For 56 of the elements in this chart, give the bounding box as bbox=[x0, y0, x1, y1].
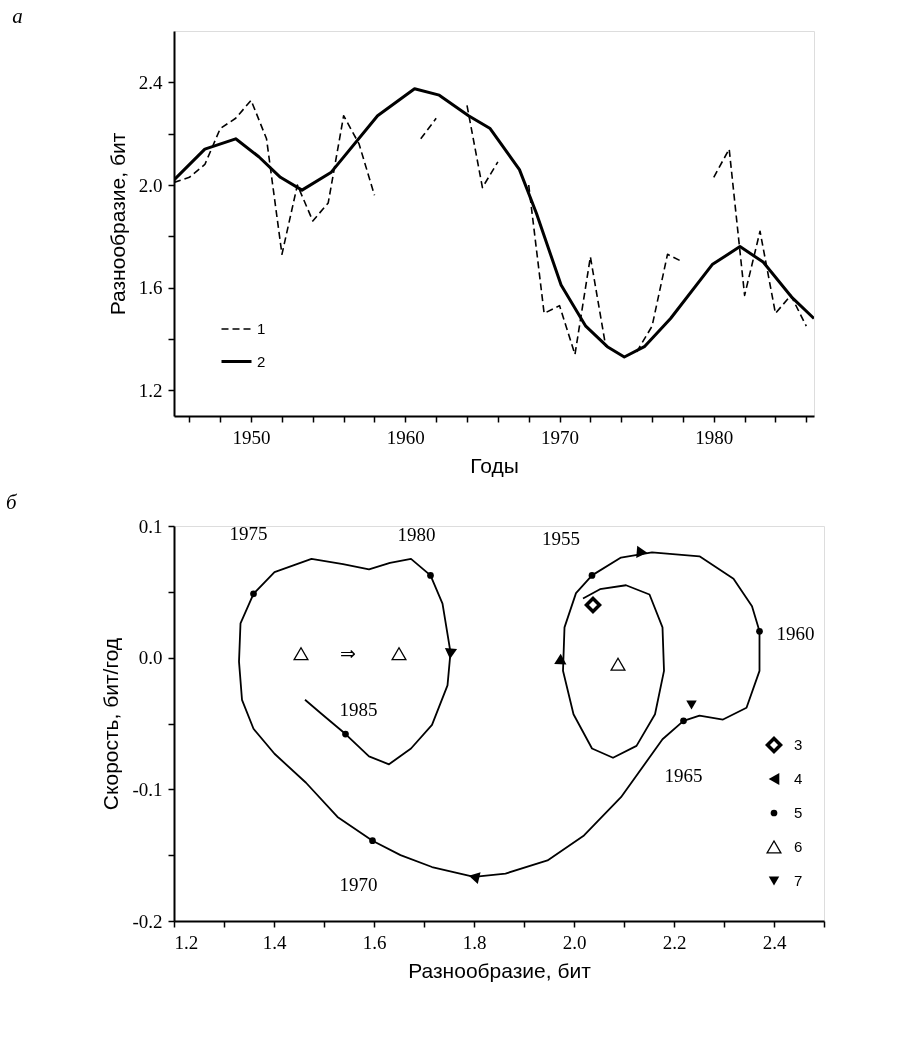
y-tick-label: 0.0 bbox=[138, 647, 163, 669]
x-tick-label: 1970 bbox=[541, 426, 580, 448]
x-tick-label: 1.8 bbox=[462, 931, 487, 953]
point bbox=[636, 545, 648, 558]
point bbox=[342, 730, 349, 738]
legend-label: 4 bbox=[794, 770, 803, 787]
legend-label: 2 bbox=[257, 352, 266, 370]
y-axis-title: Скорость, бит/год bbox=[99, 637, 123, 811]
point bbox=[588, 572, 596, 579]
legend-label: 7 bbox=[794, 872, 803, 889]
annotation: 1960 bbox=[776, 623, 815, 645]
point bbox=[680, 717, 687, 725]
point bbox=[427, 572, 434, 579]
point bbox=[250, 590, 257, 598]
x-tick-label: 2.2 bbox=[662, 931, 687, 953]
legend-label: 1 bbox=[257, 320, 266, 337]
x-tick-label: 2.0 bbox=[562, 931, 587, 953]
y-tick-label: 1.6 bbox=[138, 277, 163, 299]
x-tick-label: 1.2 bbox=[174, 931, 199, 953]
x-tick-label: 1950 bbox=[232, 426, 271, 448]
annotation: 1980 bbox=[397, 524, 436, 546]
annotation: 1955 bbox=[542, 528, 580, 550]
x-tick-label: 1980 bbox=[695, 426, 734, 448]
x-tick-label: 2.4 bbox=[762, 931, 787, 953]
x-axis-title: Разнообразие, бит bbox=[408, 958, 592, 982]
point bbox=[293, 647, 309, 661]
annotation: ⇒ bbox=[340, 642, 356, 664]
point bbox=[554, 653, 567, 665]
annotation: 1965 bbox=[664, 764, 703, 786]
annotation: 1985 bbox=[339, 699, 378, 721]
point bbox=[610, 657, 626, 671]
y-axis-title: Разнообразие, бит bbox=[105, 132, 129, 316]
point bbox=[584, 596, 602, 614]
y-tick-label: 1.2 bbox=[138, 379, 163, 401]
point bbox=[468, 872, 481, 885]
annotation: 1970 bbox=[339, 873, 378, 895]
point bbox=[686, 700, 697, 710]
point bbox=[444, 647, 458, 659]
point bbox=[756, 627, 763, 635]
point bbox=[369, 837, 376, 845]
legend-label: 6 bbox=[794, 838, 803, 855]
point bbox=[391, 647, 407, 661]
legend-label: 3 bbox=[794, 736, 803, 753]
x-tick-label: 1.4 bbox=[262, 931, 287, 953]
x-tick-label: 1960 bbox=[386, 426, 425, 448]
annotation: 1975 bbox=[229, 522, 268, 544]
y-tick-label: 0.1 bbox=[138, 515, 163, 537]
y-tick-label: 2.0 bbox=[138, 174, 163, 196]
y-tick-label: 2.4 bbox=[138, 71, 163, 93]
legend-label: 5 bbox=[794, 804, 803, 821]
y-tick-label: -0.1 bbox=[132, 778, 163, 800]
chart-title: а bbox=[12, 4, 23, 28]
x-axis-title: Годы bbox=[470, 453, 519, 477]
x-tick-label: 1.6 bbox=[362, 931, 387, 953]
y-tick-label: -0.2 bbox=[132, 910, 163, 932]
chart-title: б bbox=[5, 490, 18, 514]
